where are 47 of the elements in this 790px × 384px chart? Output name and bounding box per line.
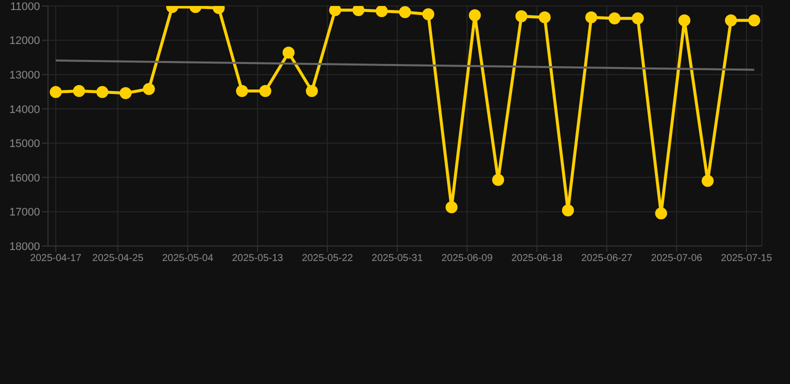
y-tick-label: 18000 xyxy=(9,240,40,253)
point xyxy=(724,14,737,26)
point xyxy=(702,174,714,187)
point xyxy=(468,9,481,22)
y-tick-label: 17000 xyxy=(9,206,40,219)
x-tick-label: 2025-06-18 xyxy=(511,253,563,264)
x-tick-label: 2025-07-06 xyxy=(651,253,703,264)
y-tick-label: 11000 xyxy=(10,0,40,13)
y-tick-label: 16000 xyxy=(9,172,40,184)
point xyxy=(492,174,504,186)
point xyxy=(376,6,388,18)
y-tick-label: 13000 xyxy=(9,69,40,82)
x-tick-label: 2025-06-27 xyxy=(581,253,633,264)
x-tick-label: 2025-05-22 xyxy=(302,253,354,264)
point xyxy=(608,12,621,24)
x-tick-label: 2025-04-25 xyxy=(92,253,144,264)
point xyxy=(678,14,690,26)
x-tick-label: 2025-06-09 xyxy=(442,253,494,264)
point xyxy=(236,85,248,98)
x-tick-label: 2025-05-13 xyxy=(232,253,284,264)
point xyxy=(352,6,364,16)
point xyxy=(446,201,458,214)
point xyxy=(748,14,760,26)
point xyxy=(399,6,411,18)
point xyxy=(655,207,668,220)
point xyxy=(73,85,86,98)
y-tick-label: 12000 xyxy=(9,35,40,48)
point xyxy=(585,11,598,24)
point xyxy=(515,10,528,22)
point xyxy=(306,85,318,98)
point xyxy=(562,204,574,216)
x-tick-label: 2025-05-31 xyxy=(372,253,424,264)
x-tick-label: 2025-04-17 xyxy=(30,253,82,264)
point xyxy=(422,8,434,20)
point xyxy=(282,46,295,59)
point xyxy=(96,86,108,98)
point xyxy=(142,82,155,95)
x-tick-label: 2025-05-04 xyxy=(162,253,214,264)
point xyxy=(632,12,644,24)
point xyxy=(329,6,342,16)
point xyxy=(538,11,551,24)
point xyxy=(120,87,132,100)
y-tick-label: 15000 xyxy=(9,138,40,150)
x-tick-label: 2025-07-15 xyxy=(720,253,772,264)
point xyxy=(259,85,272,98)
y-tick-label: 14000 xyxy=(9,104,40,116)
point xyxy=(50,86,62,98)
